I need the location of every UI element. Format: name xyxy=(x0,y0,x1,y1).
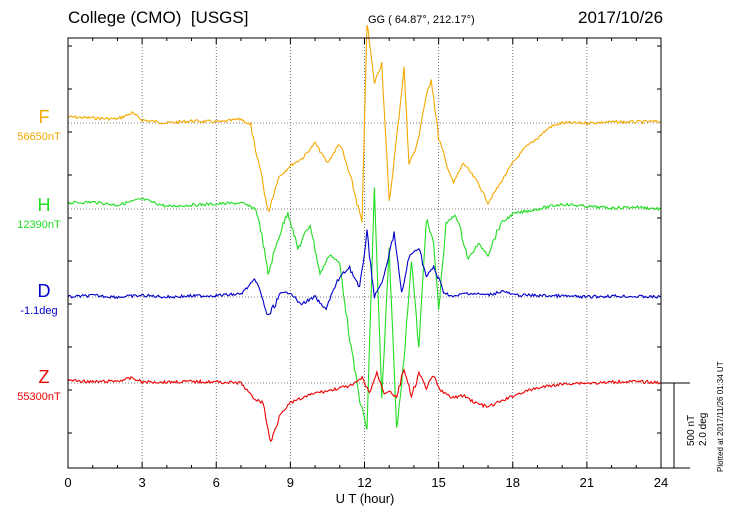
trace-h xyxy=(67,187,662,430)
series-baseline-z: 55300nT xyxy=(17,391,61,403)
trace-d xyxy=(67,229,662,316)
series-label-z: Z xyxy=(38,367,50,387)
plotted-timestamp: Plotted at 2017/11/26 01:34 UT xyxy=(716,361,725,472)
axes xyxy=(67,37,690,469)
series-baseline-h: 12390nT xyxy=(17,219,61,231)
plot-date: 2017/10/26 xyxy=(578,8,664,27)
x-tick-label: 0 xyxy=(64,475,72,490)
series-label-h: H xyxy=(37,195,51,215)
x-tick-label: 6 xyxy=(212,475,220,490)
scale-bar-label: 500 nT 2.0 deg xyxy=(686,412,709,446)
series-baseline-d: -1.1deg xyxy=(20,305,58,317)
station-title: College (CMO) [USGS] xyxy=(68,8,249,27)
x-tick-label: 12 xyxy=(357,475,372,490)
series-baseline-f: 56650nT xyxy=(17,131,61,143)
x-tick-label: 18 xyxy=(505,475,520,490)
x-tick-label: 24 xyxy=(653,475,669,490)
x-tick-label: 9 xyxy=(286,475,294,490)
station-coordinates: GG ( 64.87°, 212.17°) xyxy=(368,14,475,26)
x-axis-label: U T (hour) xyxy=(335,491,395,506)
series-label-f: F xyxy=(38,107,50,127)
x-tick-label: 21 xyxy=(579,475,595,490)
x-tick-label: 15 xyxy=(431,475,446,490)
series-label-d: D xyxy=(37,281,51,301)
traces xyxy=(67,24,662,443)
trace-f xyxy=(67,24,662,223)
x-tick-label: 3 xyxy=(138,475,146,490)
trace-z xyxy=(67,368,662,443)
